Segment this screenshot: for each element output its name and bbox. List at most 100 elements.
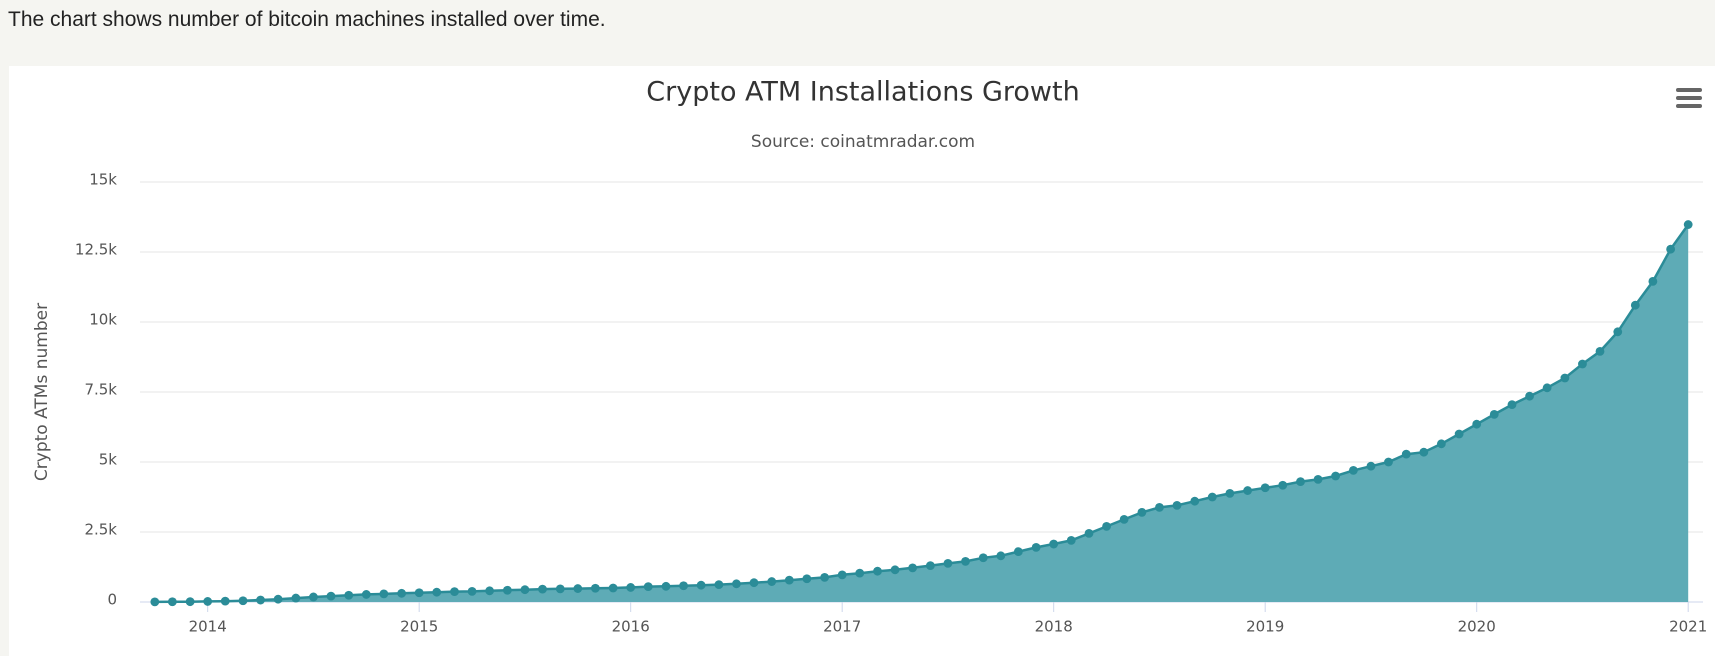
data-point: [1683, 220, 1693, 229]
x-tick-label: 2018: [1035, 618, 1073, 636]
data-point: [1419, 447, 1429, 457]
x-tick-label: 2021: [1669, 618, 1707, 636]
data-point: [326, 591, 336, 601]
menu-bar[interactable]: [1676, 96, 1702, 100]
y-tick-label: 12.5k: [75, 241, 117, 259]
y-tick-label: 5k: [99, 451, 118, 469]
data-point: [943, 558, 953, 568]
menu-button[interactable]: [1676, 88, 1702, 108]
data-point: [961, 557, 970, 566]
data-point: [450, 587, 459, 597]
data-point: [432, 587, 442, 597]
data-point: [520, 585, 530, 595]
data-point: [1630, 300, 1640, 310]
data-point: [344, 590, 354, 600]
chart-title: Crypto ATM Installations Growth: [646, 77, 1079, 108]
data-point: [1296, 477, 1305, 486]
menu-bar[interactable]: [1676, 104, 1702, 108]
data-point: [1243, 486, 1253, 495]
x-tick-label: 2020: [1458, 618, 1496, 636]
y-tick-label: 0: [107, 591, 117, 609]
data-point: [1366, 461, 1376, 471]
data-point: [1102, 522, 1111, 531]
data-point: [837, 570, 847, 580]
data-point: [502, 585, 512, 595]
data-point: [1331, 471, 1341, 481]
data-point: [1489, 410, 1499, 419]
data-point: [925, 561, 935, 570]
y-axis-label: Crypto ATMs number: [32, 303, 52, 481]
data-point: [679, 581, 688, 591]
data-point: [1155, 502, 1164, 512]
data-point: [573, 584, 583, 593]
data-point: [1260, 483, 1270, 493]
data-point: [855, 568, 865, 578]
data-point: [1384, 457, 1393, 467]
data-point: [590, 583, 600, 593]
data-point: [996, 551, 1006, 561]
data-point: [1542, 383, 1552, 393]
data-point: [203, 597, 213, 606]
data-point: [1225, 488, 1235, 498]
line: [154, 223, 1690, 604]
data-point: [1190, 496, 1200, 506]
data-point: [749, 578, 759, 588]
data-point: [1084, 529, 1094, 538]
data-point: [890, 565, 900, 575]
data-point: [1119, 515, 1129, 524]
data-point: [732, 579, 741, 589]
data-point: [714, 580, 724, 590]
data-point: [1031, 543, 1041, 552]
data-point: [1472, 419, 1482, 429]
data-point: [379, 589, 389, 599]
data-point: [467, 586, 477, 596]
data-point: [802, 574, 812, 584]
data-point: [1049, 539, 1059, 549]
data-point: [1401, 449, 1411, 459]
data-point: [1436, 439, 1446, 449]
data-point: [1613, 327, 1623, 337]
data-point: [1578, 359, 1587, 369]
data-point: [555, 584, 565, 594]
y-tick-label: 2.5k: [84, 521, 117, 539]
y-tick-label: 10k: [89, 311, 117, 329]
x-tick-label: 2017: [823, 618, 861, 636]
x-tick-label: 2014: [189, 618, 227, 636]
data-point: [626, 583, 636, 592]
data-point: [643, 582, 653, 591]
data-point: [1666, 244, 1676, 254]
data-point: [238, 596, 248, 606]
data-point: [291, 593, 301, 603]
data-point: [1595, 347, 1605, 356]
menu-bar[interactable]: [1676, 88, 1702, 92]
data-point: [608, 583, 618, 593]
data-point: [696, 580, 706, 590]
data-point: [414, 588, 424, 598]
data-point: [485, 586, 495, 596]
data-point: [185, 597, 195, 607]
data-point: [397, 588, 407, 598]
data-point: [220, 596, 230, 606]
data-point: [1137, 508, 1147, 517]
data-point: [167, 597, 177, 607]
data-point: [361, 590, 371, 599]
data-point: [784, 575, 794, 585]
data-point: [1066, 536, 1076, 545]
data-point: [661, 581, 671, 591]
data-point: [873, 566, 882, 576]
data-point: [908, 563, 918, 573]
data-point: [978, 553, 988, 563]
data-point: [1013, 547, 1023, 556]
x-tick-label: 2016: [612, 618, 650, 636]
data-point: [1313, 474, 1323, 484]
data-point: [273, 594, 283, 604]
data-point: [1172, 501, 1182, 510]
intro-text: The chart shows number of bitcoin machin…: [8, 8, 606, 31]
x-tick-label: 2019: [1246, 618, 1284, 636]
area: [154, 224, 1689, 602]
data-point: [1560, 373, 1570, 383]
data-point: [538, 584, 547, 594]
data-point: [1507, 400, 1517, 409]
